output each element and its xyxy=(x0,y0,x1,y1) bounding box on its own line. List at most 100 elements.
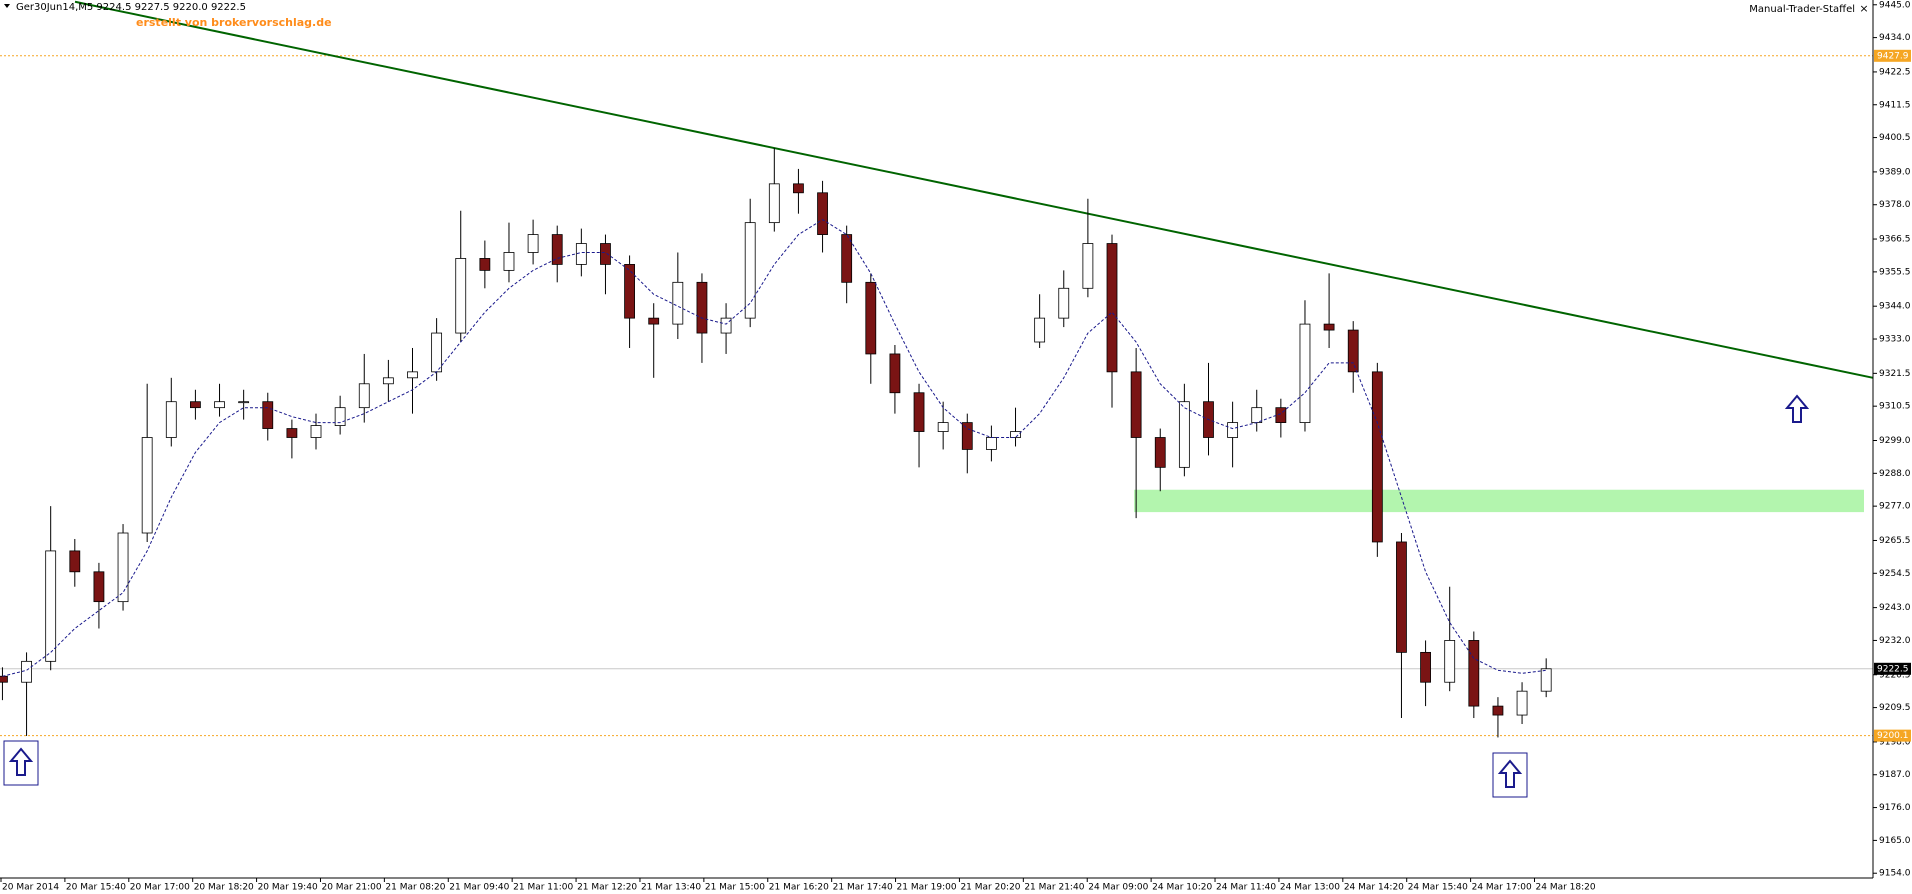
candle-body xyxy=(1034,317,1046,343)
candle-body xyxy=(937,422,949,432)
candle-body xyxy=(889,353,901,394)
candle-body xyxy=(93,571,105,603)
close-button[interactable]: × xyxy=(1859,2,1868,15)
candle-body xyxy=(696,281,708,334)
candle-body xyxy=(69,550,81,573)
candle-body xyxy=(817,192,828,235)
x-tick-label: 24 Mar 13:00 xyxy=(1280,883,1340,893)
candle-body xyxy=(45,550,57,662)
price-label: 9222.5 xyxy=(1877,664,1909,674)
x-tick-label: 20 Mar 19:40 xyxy=(258,883,318,893)
candle-body xyxy=(1347,329,1359,373)
candle-body xyxy=(744,222,756,319)
candle-body xyxy=(141,437,153,534)
candle-body xyxy=(1082,243,1094,289)
support-zone xyxy=(1134,489,1864,513)
x-tick-label: 24 Mar 09:00 xyxy=(1088,883,1148,893)
y-tick-label: 9220.5 xyxy=(1879,670,1911,680)
candle-body xyxy=(165,401,177,438)
candle-body xyxy=(1106,243,1118,373)
y-tick-label: 9333.0 xyxy=(1879,335,1911,345)
x-tick-label: 21 Mar 16:20 xyxy=(769,883,829,893)
candle-body xyxy=(1227,422,1239,438)
panel-title: Manual-Trader-Staffel xyxy=(1749,4,1855,15)
y-tick-label: 9366.5 xyxy=(1879,235,1911,245)
price-label: 9200.1 xyxy=(1877,731,1909,741)
y-tick-label: 9265.5 xyxy=(1879,536,1911,546)
candle-body xyxy=(841,234,853,283)
candle-body xyxy=(1396,541,1407,653)
candle-body xyxy=(600,243,611,265)
candle-body xyxy=(382,377,394,385)
x-tick-label: 24 Mar 14:20 xyxy=(1344,883,1404,893)
candle-body xyxy=(672,281,684,325)
candle-body xyxy=(865,281,877,355)
x-tick-label: 21 Mar 09:40 xyxy=(449,883,509,893)
candle-body xyxy=(1516,690,1528,716)
price-label-box xyxy=(1874,729,1911,742)
y-tick-label: 9243.0 xyxy=(1879,603,1911,613)
chart-info: Ger30Jun14,M5 9224.5 9227.5 9220.0 9222.… xyxy=(16,2,246,13)
x-tick-label: 21 Mar 19:00 xyxy=(897,883,957,893)
x-tick-label: 20 Mar 18:20 xyxy=(194,883,254,893)
x-tick-label: 20 Mar 2014 xyxy=(2,883,59,893)
menu-arrow[interactable] xyxy=(4,4,10,8)
y-tick-label: 9310.5 xyxy=(1879,402,1911,412)
candle-body xyxy=(1154,437,1166,468)
signal-arrow xyxy=(1497,759,1523,788)
y-tick-label: 9445.0 xyxy=(1879,0,1911,10)
x-tick-label: 21 Mar 21:40 xyxy=(1024,883,1084,893)
candle-body xyxy=(1275,407,1287,423)
x-tick-label: 20 Mar 21:00 xyxy=(321,883,381,893)
candle-body xyxy=(431,332,443,373)
candle-body xyxy=(648,317,660,325)
x-tick-label: 21 Mar 08:20 xyxy=(385,883,445,893)
y-tick-label: 9176.0 xyxy=(1879,803,1911,813)
y-tick-label: 9209.5 xyxy=(1879,703,1911,713)
candle-body xyxy=(1371,371,1383,543)
y-tick-label: 9344.0 xyxy=(1879,302,1911,312)
candle-body xyxy=(455,258,467,334)
x-tick-label: 21 Mar 12:20 xyxy=(577,883,637,893)
candle-body xyxy=(479,258,491,271)
y-tick-label: 9378.0 xyxy=(1879,200,1911,210)
candle-body xyxy=(238,401,250,404)
x-tick-label: 20 Mar 17:00 xyxy=(130,883,190,893)
trendline xyxy=(74,0,1874,379)
candle-body xyxy=(1251,407,1263,423)
candle-body xyxy=(262,401,274,429)
candle-body xyxy=(551,234,563,265)
candle-body xyxy=(117,532,129,603)
x-tick-label: 20 Mar 15:40 xyxy=(66,883,126,893)
candle-body xyxy=(21,660,32,683)
x-tick-label: 21 Mar 17:40 xyxy=(833,883,893,893)
candle-body xyxy=(358,383,370,409)
candle-body xyxy=(1010,431,1021,438)
candle-body xyxy=(575,243,587,265)
y-tick-label: 9277.0 xyxy=(1879,502,1911,512)
candle-body xyxy=(1058,287,1070,319)
y-tick-label: 9165.0 xyxy=(1879,836,1911,846)
y-tick-label: 9198.0 xyxy=(1879,737,1911,747)
y-tick-label: 9299.0 xyxy=(1879,436,1911,446)
candle-body xyxy=(720,317,732,334)
signal-box xyxy=(3,740,39,786)
candle-body xyxy=(1420,651,1431,683)
y-tick-label: 9154.0 xyxy=(1879,869,1911,879)
candle-body xyxy=(1492,705,1504,716)
candle-body xyxy=(1299,323,1311,423)
x-tick-label: 24 Mar 17:00 xyxy=(1472,883,1532,893)
x-tick-label: 21 Mar 20:20 xyxy=(960,883,1020,893)
candle-body xyxy=(768,183,780,224)
candle-body xyxy=(1178,401,1190,468)
signal-arrow xyxy=(8,747,34,776)
candle-body xyxy=(1444,640,1456,683)
plot-area xyxy=(0,0,1874,738)
candle-body xyxy=(310,425,322,438)
candle-body xyxy=(503,252,515,271)
candle-body xyxy=(334,407,346,426)
x-tick-label: 24 Mar 18:20 xyxy=(1536,883,1596,893)
candle-body xyxy=(986,437,997,450)
